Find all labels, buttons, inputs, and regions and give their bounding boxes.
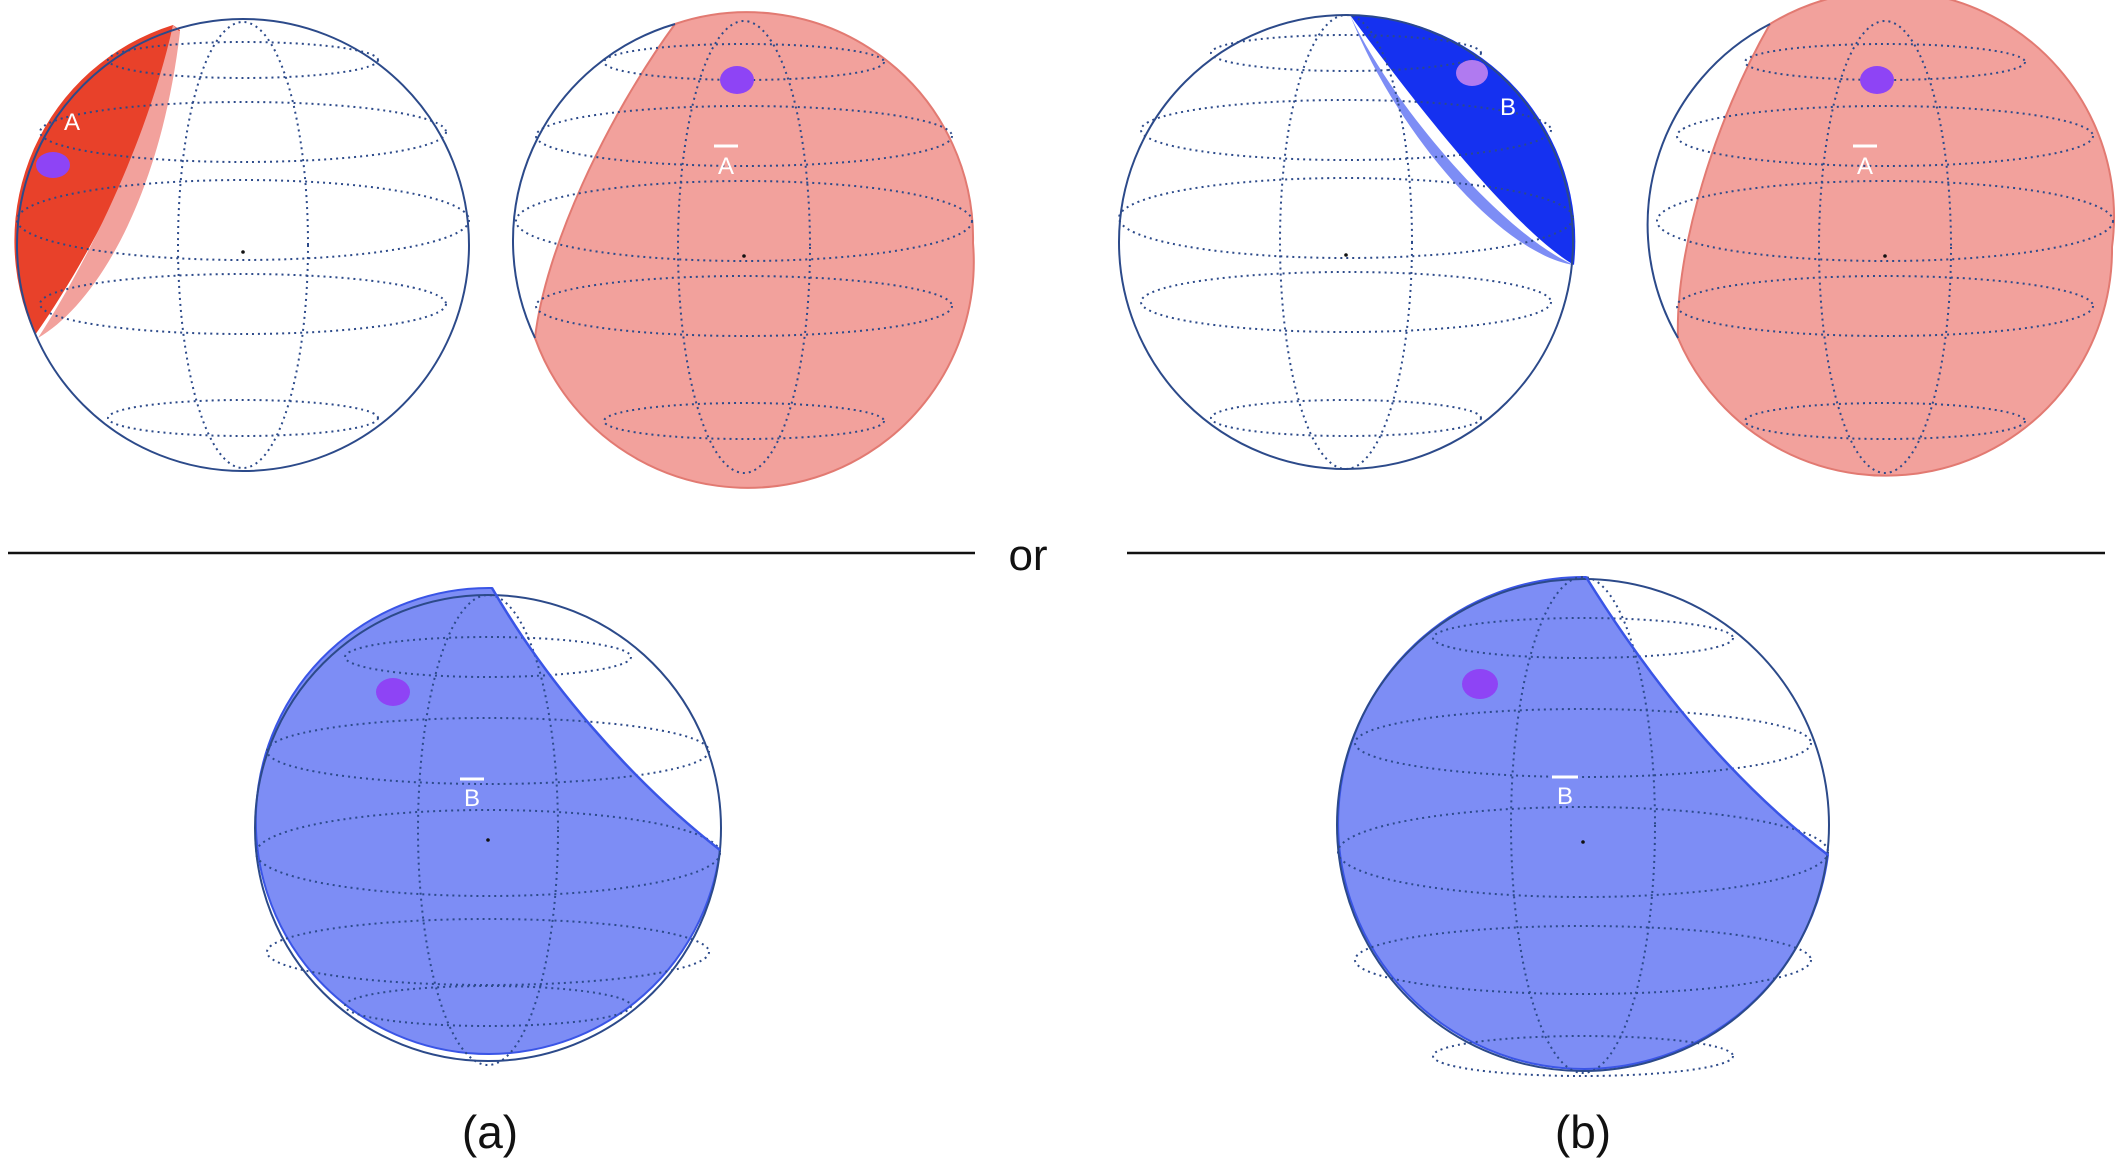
state-dot [1462,669,1498,699]
sphere-outline [254,594,722,1062]
blue-boundary-arc [1584,576,1829,856]
blue-boundary-arc [490,587,721,851]
region-label-b-bar: B [1557,783,1573,810]
caption-a: (a) [462,1106,518,1158]
sphere-b-top-right: A [1646,0,2115,477]
state-dot [36,152,70,178]
blue-cap-solid [1350,15,1576,265]
or-label: or [1008,531,1047,580]
state-dot [720,66,754,94]
sphere-a-top-right: A [512,11,975,489]
sphere-outline [16,18,470,472]
red-complement-fill [1676,0,2115,477]
sphere-outline [1336,578,1830,1072]
red-cap-solid [14,25,180,335]
sphere-b-bottom: B [1336,575,1830,1077]
state-dot [1456,60,1488,86]
blue-complement-fill [254,586,722,1055]
center-point [486,838,490,842]
sphere-a-top-left: A [14,18,470,472]
region-label-a-bar: A [718,153,734,180]
sphere-outline [1118,14,1574,470]
sphere-outline-partial [1646,23,1771,339]
center-point [742,254,746,258]
center-point [1883,254,1887,258]
state-dot [376,678,410,706]
red-cap-translucent [38,25,180,338]
sphere-grid [1656,20,2114,474]
state-dot [1860,66,1894,94]
sphere-grid [16,21,470,469]
center-point [1344,253,1348,257]
red-complement-fill [533,11,975,489]
center-point [1581,840,1585,844]
sphere-outline-partial [512,23,676,339]
region-label-a-bar: A [1857,153,1873,180]
region-label-a: A [64,109,80,136]
region-label-b-bar: B [464,785,480,812]
sphere-grid [515,20,973,474]
sphere-b-top-left: B [1118,14,1576,470]
center-point [241,250,245,254]
caption-b: (b) [1555,1106,1611,1158]
sphere-a-bottom: B [254,586,722,1066]
blue-complement-fill [1337,575,1830,1070]
region-label-b: B [1500,94,1516,121]
or-divider: or [8,531,2105,580]
